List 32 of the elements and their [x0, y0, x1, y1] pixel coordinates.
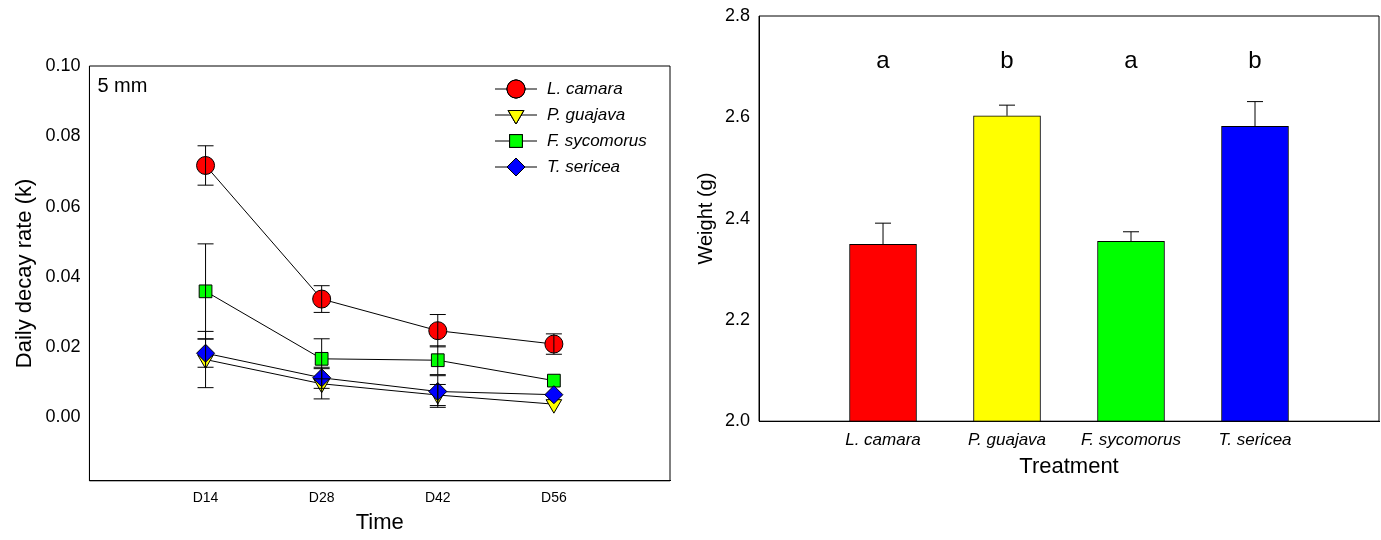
y-tick-label: 0.00	[45, 406, 81, 427]
x-tick-label: D14	[192, 489, 219, 506]
y-tick-label: 0.02	[45, 336, 81, 357]
y-tick-label: 2.2	[724, 308, 751, 329]
x-axis-title: Treatment	[1019, 452, 1119, 478]
y-tick-label: 0.08	[45, 125, 81, 146]
x-tick-label: D56	[541, 489, 567, 506]
annotation: a	[1124, 45, 1139, 73]
annotation: a	[876, 45, 891, 73]
y-tick-label: 0.06	[45, 195, 81, 216]
y-tick-label: 2.8	[724, 4, 751, 25]
x-tick-label: P. guajava	[967, 430, 1047, 450]
y-tick-label: 2.0	[724, 410, 751, 431]
y-tick-label: 2.4	[724, 207, 751, 228]
legend-label: L. camara	[547, 78, 623, 98]
annotation: b	[1248, 45, 1262, 73]
annotation: 5 mm	[97, 73, 148, 96]
y-axis-title: Daily decay rate (k)	[11, 178, 37, 369]
y-tick-label: 0.10	[45, 54, 81, 75]
x-tick-label: T. sericea	[1218, 430, 1292, 450]
x-tick-label: D42	[424, 489, 451, 506]
x-tick-label: L. camara	[845, 430, 921, 450]
legend-label: P. guajava	[547, 104, 626, 124]
x-axis-title: Time	[355, 508, 404, 534]
y-axis-title: Weight (g)	[693, 172, 716, 265]
annotation: b	[1000, 45, 1014, 73]
legend-label: F. sycomorus	[547, 130, 648, 150]
x-tick-label: D28	[308, 489, 335, 506]
legend-label: T. sericea	[547, 156, 621, 176]
y-tick-label: 0.04	[45, 265, 81, 286]
y-tick-label: 2.6	[724, 106, 751, 127]
x-tick-label: F. sycomorus	[1081, 430, 1182, 450]
